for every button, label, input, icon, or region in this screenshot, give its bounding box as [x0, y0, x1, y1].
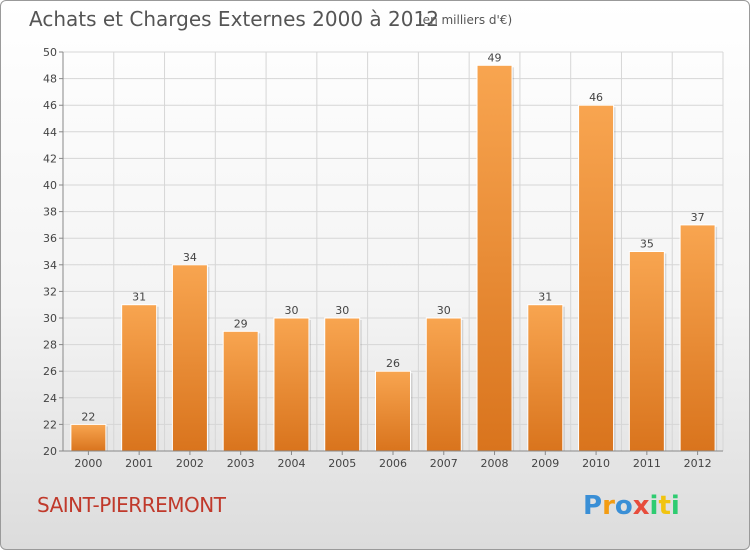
bar [628, 251, 665, 452]
bar-value-label: 31 [132, 291, 146, 304]
bar [679, 224, 716, 452]
y-tick-label: 20 [43, 445, 57, 458]
x-tick-label: 2007 [430, 457, 458, 470]
bar-value-label: 30 [335, 304, 349, 317]
bar [222, 330, 259, 452]
x-tick-label: 2005 [328, 457, 356, 470]
bar [70, 423, 107, 452]
bar [324, 317, 361, 452]
x-tick-label: 2010 [582, 457, 610, 470]
y-tick-label: 50 [43, 46, 57, 59]
bar-value-label: 30 [437, 304, 451, 317]
logo-letter: P [583, 491, 603, 521]
bar-value-label: 34 [183, 251, 197, 264]
bar-value-label: 30 [284, 304, 298, 317]
logo-letter: i [670, 491, 680, 521]
logo-letter: t [658, 491, 671, 521]
bar-value-label: 46 [589, 91, 603, 104]
x-tick-label: 2003 [227, 457, 255, 470]
x-tick-label: 2012 [684, 457, 712, 470]
bar [527, 304, 564, 452]
x-tick-label: 2011 [633, 457, 661, 470]
bar [578, 104, 615, 452]
bar [425, 317, 462, 452]
x-tick-label: 2001 [125, 457, 153, 470]
bar-value-label: 26 [386, 357, 400, 370]
proxiti-logo: Proxiti [583, 491, 680, 521]
bar-value-label: 31 [538, 291, 552, 304]
bar-value-label: 35 [640, 238, 654, 251]
logo-letter: o [614, 491, 633, 521]
x-tick-label: 2006 [379, 457, 407, 470]
chart-unit: (en milliers d'€) [418, 13, 513, 27]
bar [273, 317, 310, 452]
bar-value-label: 49 [488, 51, 502, 64]
bar [375, 370, 411, 452]
bar [121, 304, 158, 452]
y-tick-label: 26 [43, 365, 57, 378]
x-tick-label: 2009 [531, 457, 559, 470]
chart-title: Achats et Charges Externes 2000 à 2012 [29, 7, 439, 31]
logo-letter: x [632, 491, 650, 521]
y-tick-label: 22 [43, 418, 57, 431]
y-tick-label: 24 [43, 392, 57, 405]
x-tick-label: 2008 [481, 457, 509, 470]
y-tick-label: 38 [43, 206, 57, 219]
bar-value-label: 22 [81, 410, 95, 423]
y-tick-label: 48 [43, 73, 57, 86]
bar-value-label: 37 [691, 211, 705, 224]
y-tick-label: 36 [43, 232, 57, 245]
x-tick-label: 2002 [176, 457, 204, 470]
bar [476, 64, 513, 452]
bar-value-label: 29 [234, 317, 248, 330]
commune-name: SAINT-PIERREMONT [37, 493, 226, 517]
y-tick-label: 28 [43, 339, 57, 352]
x-tick-label: 2000 [74, 457, 102, 470]
y-tick-label: 46 [43, 99, 57, 112]
y-tick-label: 44 [43, 126, 57, 139]
y-tick-label: 42 [43, 152, 57, 165]
x-tick-label: 2004 [277, 457, 305, 470]
y-tick-label: 40 [43, 179, 57, 192]
logo-letter: i [649, 491, 659, 521]
y-tick-label: 34 [43, 259, 57, 272]
logo-letter: r [602, 491, 615, 521]
y-tick-label: 32 [43, 285, 57, 298]
y-tick-label: 30 [43, 312, 57, 325]
bar [171, 264, 208, 452]
